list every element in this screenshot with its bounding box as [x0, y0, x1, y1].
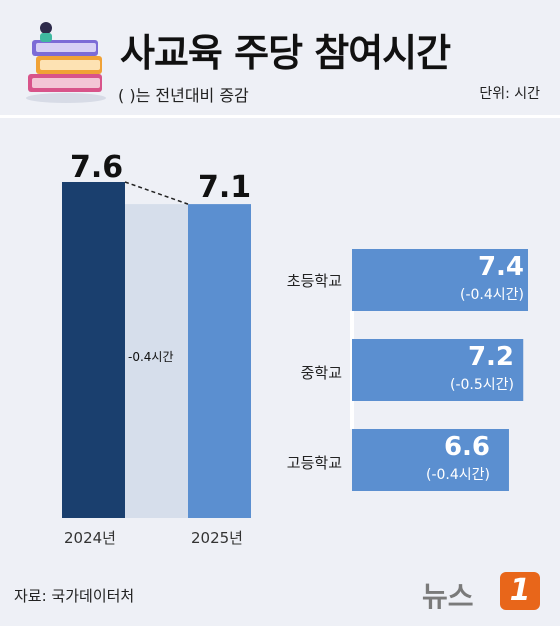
- change-band: [125, 204, 188, 518]
- news1-logo: 뉴스 1: [422, 572, 542, 613]
- bar-elementary: [352, 249, 528, 311]
- category-label-elementary: 초등학교: [286, 272, 342, 290]
- bar-high: [352, 429, 509, 491]
- source-note: 자료: 국가데이터처: [14, 587, 135, 605]
- page-title: 사교육 주당 참여시간: [120, 31, 451, 75]
- bar-2025: [188, 204, 251, 518]
- value-label-high: 6.6: [443, 432, 490, 462]
- change-label: -0.4시간: [128, 350, 174, 364]
- category-label-high: 고등학교: [286, 454, 342, 472]
- value-label-2024: 7.6: [70, 150, 124, 185]
- change-label-elementary: (-0.4시간): [459, 287, 524, 303]
- divider: [0, 115, 560, 118]
- x-tick-2024: 2024년: [64, 529, 116, 547]
- subtitle: ( )는 전년대비 증감: [118, 86, 249, 105]
- logo-text: 뉴스: [422, 580, 474, 613]
- category-label-middle: 중학교: [300, 364, 342, 382]
- bar-2024: [62, 182, 125, 518]
- unit-label: 단위: 시간: [479, 86, 540, 102]
- change-connector: [124, 181, 189, 205]
- change-label-high: (-0.4시간): [425, 467, 490, 483]
- books-icon: [26, 22, 106, 103]
- logo-mark: 1: [500, 572, 540, 610]
- bar-middle: [352, 339, 524, 401]
- value-label-middle: 7.2: [467, 342, 514, 372]
- value-label-2025: 7.1: [198, 170, 252, 205]
- change-label-middle: (-0.5시간): [449, 377, 514, 393]
- value-label-elementary: 7.4: [477, 252, 524, 282]
- x-tick-2025: 2025년: [191, 529, 243, 547]
